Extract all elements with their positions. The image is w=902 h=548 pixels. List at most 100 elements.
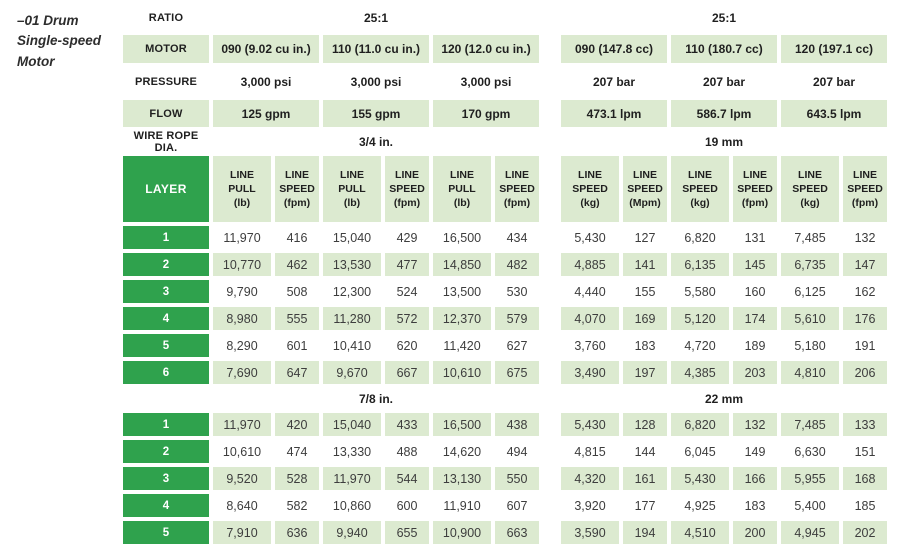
layer-cell: 2 xyxy=(123,253,209,276)
wire-rope-subheader-row: 7/8 in. 22 mm xyxy=(123,388,891,409)
data-cell: 9,940 xyxy=(323,521,381,544)
data-cell: 11,420 xyxy=(443,338,481,353)
column-header: LINE SPEED (Mpm) xyxy=(623,156,667,222)
data-cell: 6,125 xyxy=(794,284,826,299)
subheader-imperial: 7/8 in. xyxy=(358,391,393,406)
data-cell: 462 xyxy=(275,253,319,276)
column-header: LINE SPEED (fpm) xyxy=(733,156,777,222)
spec-value: 3/4 in. xyxy=(358,135,393,149)
data-cell: 13,530 xyxy=(323,253,381,276)
data-cell: 16,500 xyxy=(433,413,491,436)
data-cell: 627 xyxy=(506,338,528,353)
data-cell: 10,770 xyxy=(213,253,271,276)
column-header-line: (lb) xyxy=(453,197,471,210)
data-cell: 13,500 xyxy=(442,284,482,299)
data-cell: 128 xyxy=(623,413,667,436)
column-header-line: LINE xyxy=(688,168,712,181)
column-header-line: LINE xyxy=(853,168,877,181)
half-gap xyxy=(543,494,561,517)
spec-label: FLOW xyxy=(123,100,209,127)
table-row: 4 8,640 582 10,860 600 11,910 607 3,920 177 4,925… xyxy=(123,494,891,517)
data-cell: 169 xyxy=(623,307,667,330)
data-cell: 6,045 xyxy=(684,444,716,459)
column-header-line: SPEED xyxy=(627,182,663,195)
data-cell: 4,925 xyxy=(684,498,716,513)
spec-label: MOTOR xyxy=(123,35,209,63)
spec-value: 110 (180.7 cc) xyxy=(671,35,777,63)
layer-cell: 1 xyxy=(123,226,209,249)
data-cell: 12,370 xyxy=(433,307,491,330)
data-cell: 147 xyxy=(843,253,887,276)
data-cell: 429 xyxy=(396,230,418,245)
data-cell: 488 xyxy=(396,444,418,459)
data-cell: 620 xyxy=(396,338,418,353)
data-cell: 607 xyxy=(506,498,528,513)
table-row: 1 11,970 420 15,040 433 16,500 438 5,430 128 6,82… xyxy=(123,413,891,436)
spec-value: 125 gpm xyxy=(213,100,319,127)
data-cell: 145 xyxy=(733,253,777,276)
half-gap xyxy=(543,100,561,127)
data-cell: 550 xyxy=(495,467,539,490)
title-line-2: Single-speed xyxy=(17,33,102,49)
layer-cell: 2 xyxy=(123,440,209,463)
data-cell: 189 xyxy=(744,338,766,353)
column-header-line: PULL xyxy=(228,182,256,195)
data-cell: 636 xyxy=(275,521,319,544)
data-cell: 655 xyxy=(385,521,429,544)
data-cell: 10,900 xyxy=(433,521,491,544)
data-cell: 3,760 xyxy=(574,338,606,353)
half-gap xyxy=(543,69,561,95)
half-gap xyxy=(543,226,561,249)
spec-label: RATIO xyxy=(148,12,184,24)
column-header-line: (kg) xyxy=(800,197,820,210)
data-cell: 4,440 xyxy=(574,284,606,299)
table-row: 4 8,980 555 11,280 572 12,370 579 4,070 169 5,120… xyxy=(123,307,891,330)
page-title: –01 Drum Single-speed Motor xyxy=(17,11,101,72)
half-gap xyxy=(543,521,561,544)
data-cell: 131 xyxy=(744,230,766,245)
data-cell: 12,300 xyxy=(332,284,372,299)
data-cell: 15,040 xyxy=(332,230,372,245)
title-line-3: Motor xyxy=(17,53,55,69)
data-cell: 5,955 xyxy=(781,467,839,490)
column-header-line: (kg) xyxy=(580,197,600,210)
column-header: LINE PULL (lb) xyxy=(213,156,271,222)
layer-cell: 5 xyxy=(123,521,209,544)
data-cell: 9,670 xyxy=(323,361,381,384)
data-cell: 4,945 xyxy=(781,521,839,544)
column-header-line: PULL xyxy=(448,182,476,195)
spec-value: 207 bar xyxy=(592,75,636,89)
layer-cell: 3 xyxy=(123,467,209,490)
table-row: 1 11,970 416 15,040 429 16,500 434 5,430 127 6,82… xyxy=(123,226,891,249)
data-cell: 7,485 xyxy=(781,413,839,436)
spec-row-motor: MOTOR 090 (9.02 cu in.) 110 (11.0 cu in.) 1… xyxy=(123,35,891,63)
spec-value: 120 (197.1 cc) xyxy=(781,35,887,63)
column-header-line: (fpm) xyxy=(741,197,769,210)
spec-value: 090 (9.02 cu in.) xyxy=(213,35,319,63)
spec-value: 155 gpm xyxy=(323,100,429,127)
table-row: 3 9,520 528 11,970 544 13,130 550 4,320 161 5,430… xyxy=(123,467,891,490)
table-row: 5 8,290 601 10,410 620 11,420 627 3,760 183 4,720… xyxy=(123,334,891,357)
data-cell: 4,070 xyxy=(561,307,619,330)
half-gap xyxy=(543,280,561,303)
data-cell: 667 xyxy=(385,361,429,384)
spec-value: 19 mm xyxy=(704,135,744,149)
data-cell: 16,500 xyxy=(442,230,482,245)
data-cell: 10,410 xyxy=(332,338,372,353)
column-header-line: PULL xyxy=(338,182,366,195)
data-cell: 206 xyxy=(843,361,887,384)
half-gap xyxy=(543,253,561,276)
data-cell: 579 xyxy=(495,307,539,330)
spec-value: 120 (12.0 cu in.) xyxy=(433,35,539,63)
data-cell: 6,820 xyxy=(684,230,716,245)
spec-value: 090 (147.8 cc) xyxy=(561,35,667,63)
column-header: LINE SPEED (kg) xyxy=(781,156,839,222)
half-gap xyxy=(543,334,561,357)
data-cell: 10,610 xyxy=(433,361,491,384)
spec-value: 110 (11.0 cu in.) xyxy=(323,35,429,63)
data-cell: 477 xyxy=(385,253,429,276)
data-cell: 10,860 xyxy=(332,498,372,513)
column-header-line: LINE xyxy=(743,168,767,181)
data-cell: 149 xyxy=(744,444,766,459)
